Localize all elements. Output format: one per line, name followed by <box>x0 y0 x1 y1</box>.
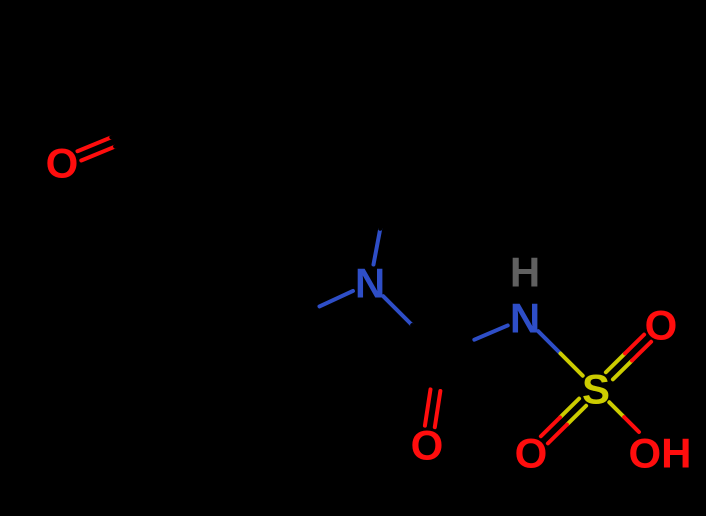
bonds-layer <box>77 45 651 443</box>
atom-O5: OH <box>629 430 692 477</box>
atom-O1: O <box>46 140 79 187</box>
atom-N2: N <box>510 295 540 342</box>
atom-O2: O <box>411 422 444 469</box>
atom-H2: H <box>510 249 540 296</box>
molecule-diagram: ONONHSOOOH <box>0 0 706 516</box>
atom-N1: N <box>355 260 385 307</box>
atom-O3: O <box>645 302 678 349</box>
atoms-layer: ONONHSOOOH <box>46 140 692 477</box>
atom-S1: S <box>582 366 610 413</box>
atom-O4: O <box>515 430 548 477</box>
